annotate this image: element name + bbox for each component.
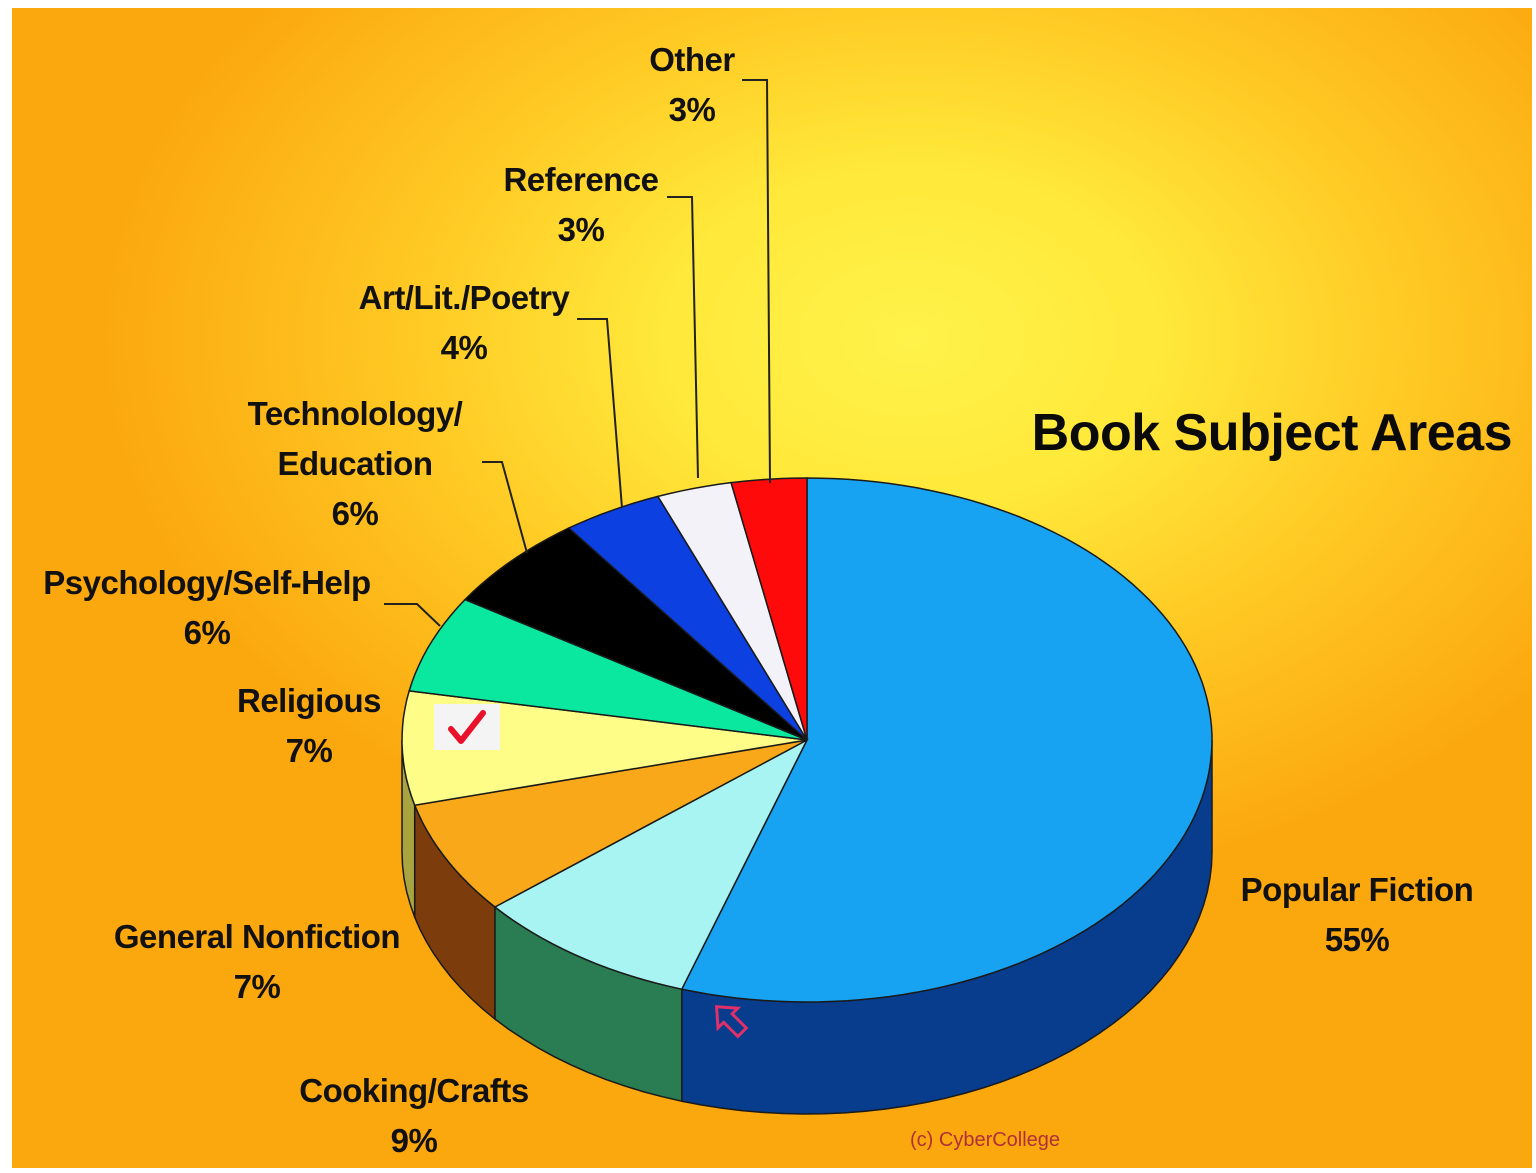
checkmark-icon <box>448 710 486 744</box>
slice-cooking-crafts <box>493 738 809 991</box>
leader-lines <box>384 79 771 627</box>
leader-psychology-self-help <box>384 603 441 627</box>
label-art-lit-poetry: Art/Lit./Poetry 4% <box>359 279 571 366</box>
cursor-arrow-icon <box>714 1005 749 1039</box>
slice-labels: Popular Fiction 55% Cooking/Crafts 9% Genera… <box>43 41 1474 1159</box>
slice-other <box>730 477 808 741</box>
label-popular-fiction: Popular Fiction 55% <box>1241 871 1474 958</box>
slice-reference <box>656 481 808 741</box>
leader-art-lit-poetry <box>577 318 623 509</box>
pie-chart: Popular Fiction 55% Cooking/Crafts 9% Genera… <box>43 41 1512 1159</box>
label-religious: Religious 7% <box>237 682 381 769</box>
label-other: Other 3% <box>649 41 735 128</box>
slice-psychology-self-help <box>408 598 808 741</box>
chart-credit: (c) CyberCollege <box>910 1129 1060 1151</box>
label-cooking-crafts: Cooking/Crafts 9% <box>299 1072 529 1159</box>
leader-other <box>742 79 771 484</box>
label-general-nonfiction: General Nonfiction 7% <box>114 918 400 1005</box>
checkmark-box <box>434 704 500 750</box>
leader-reference <box>667 196 699 479</box>
slice-art-lit-poetry <box>567 495 808 741</box>
slice-popular-fiction <box>680 477 1213 1003</box>
pie-tops <box>401 477 1213 1003</box>
label-psychology-self-help: Psychology/Self-Help 6% <box>43 564 370 651</box>
label-reference: Reference 3% <box>503 161 658 248</box>
slice-technolology-education <box>463 527 808 741</box>
chart-title: Book Subject Areas <box>1032 404 1512 462</box>
label-technolology-education: Technolology/Education 6% <box>248 395 463 532</box>
slice-religious <box>401 690 808 807</box>
leader-technolology-education <box>482 461 528 554</box>
chart-stage: Popular Fiction 55% Cooking/Crafts 9% Genera… <box>12 8 1532 1168</box>
slice-general-nonfiction <box>413 739 808 908</box>
pie-sides <box>401 739 1213 1115</box>
